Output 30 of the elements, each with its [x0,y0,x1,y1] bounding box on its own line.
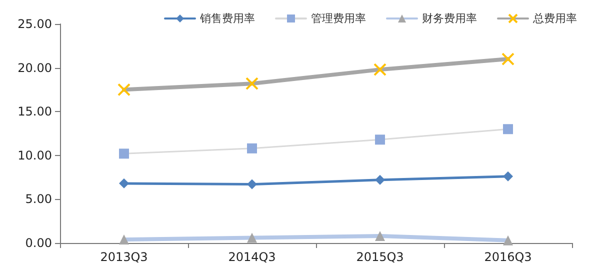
legend-label: 财务费用率 [422,12,477,25]
point [247,179,257,190]
point [247,143,257,154]
y-tick-label: 20.00 [18,60,52,75]
legend-label: 管理费用率 [311,12,366,25]
point [119,148,129,159]
y-tick-label: 10.00 [18,148,52,162]
y-tick-label: 15.00 [18,104,52,119]
point [375,174,385,185]
point [502,52,514,66]
point [503,124,513,134]
x-tick-label: 2016Q3 [484,250,532,264]
point [375,230,385,241]
x-tick-label: 2015Q3 [356,250,404,264]
point [119,178,129,188]
x-tick-label: 2013Q3 [100,250,148,264]
point [374,63,386,76]
point [375,134,385,145]
y-tick-label: 0.00 [25,236,52,250]
point [119,234,129,244]
point [247,232,257,243]
point [503,171,513,182]
point [246,77,258,90]
point [503,235,513,246]
legend-label: 总费用率 [532,12,577,25]
y-tick-label: 25.00 [18,17,52,31]
y-tick-label: 5.00 [25,192,52,206]
point [118,83,130,96]
legend-label: 销售费用率 [199,12,255,25]
x-tick-label: 2014Q3 [228,250,276,264]
